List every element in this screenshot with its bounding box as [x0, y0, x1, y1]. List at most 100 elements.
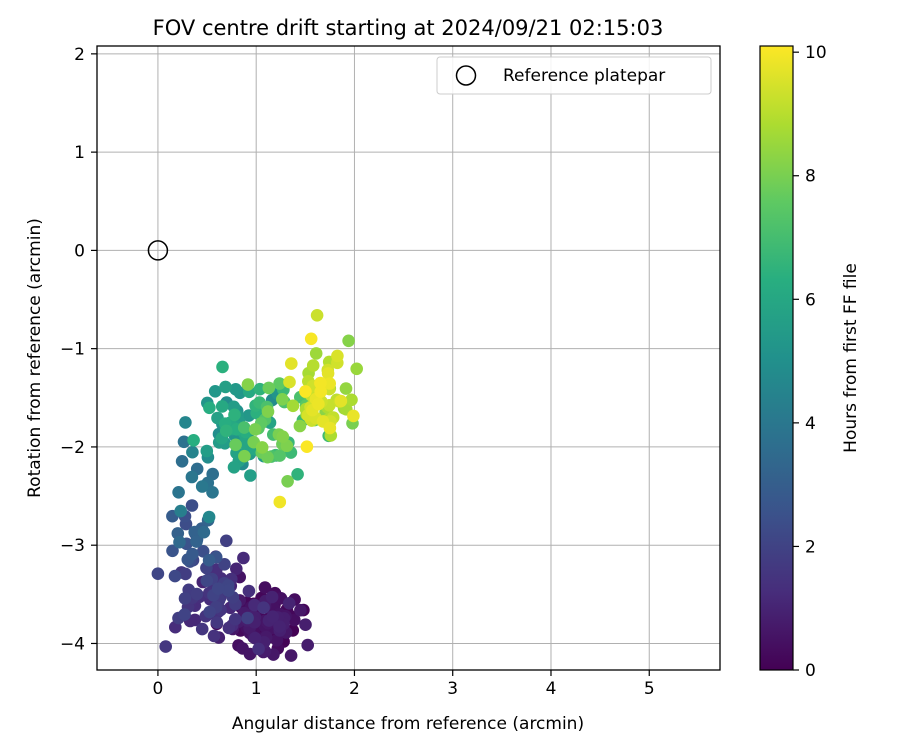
data-point: [270, 634, 284, 647]
x-axis-label: Angular distance from reference (arcmin): [232, 714, 584, 734]
data-point: [331, 349, 344, 363]
data-point: [276, 430, 290, 444]
data-point: [185, 499, 199, 512]
data-point: [301, 638, 315, 652]
data-point: [237, 551, 250, 565]
data-point: [228, 408, 241, 422]
data-point: [228, 613, 242, 626]
colorbar-label: Hours from first FF file: [841, 263, 861, 453]
data-point: [174, 504, 187, 518]
y-tick-label: −2: [60, 438, 85, 458]
data-point: [304, 332, 318, 346]
data-point: [203, 401, 216, 415]
data-point: [216, 360, 229, 374]
data-point: [306, 359, 320, 372]
data-point: [310, 309, 324, 322]
data-point: [323, 377, 337, 390]
data-point: [334, 394, 348, 408]
data-point: [230, 562, 243, 576]
data-point: [186, 445, 199, 459]
y-tick-label: 2: [74, 45, 85, 65]
data-point: [190, 587, 204, 601]
data-point: [187, 434, 200, 447]
data-point: [202, 510, 216, 524]
y-tick-label: −4: [60, 634, 85, 654]
data-point: [273, 377, 286, 390]
colorbar-tick-label: 2: [805, 537, 816, 557]
data-point: [185, 470, 199, 484]
data-point: [261, 450, 274, 464]
data-point: [299, 618, 312, 631]
legend-entry-reference-platepar: Reference platepar: [503, 66, 665, 86]
data-point: [211, 582, 225, 595]
data-point: [188, 525, 201, 539]
data-point: [197, 525, 211, 539]
data-point: [285, 357, 298, 370]
data-point: [283, 375, 296, 389]
data-point: [252, 642, 265, 656]
data-point: [262, 381, 276, 395]
data-point: [179, 567, 192, 581]
data-point: [237, 421, 251, 434]
data-point: [203, 605, 216, 619]
data-point: [219, 380, 232, 394]
data-point: [196, 545, 210, 558]
data-point: [220, 534, 233, 548]
data-point: [173, 535, 186, 549]
x-tick-label: 4: [546, 679, 557, 699]
data-point: [299, 385, 312, 398]
data-point: [339, 382, 353, 395]
data-point: [281, 475, 294, 488]
data-point: [241, 378, 255, 391]
data-point: [286, 399, 300, 413]
y-axis-ticks: 2 1 0 −1 −2 −3 −4: [60, 45, 97, 654]
x-tick-label: 3: [447, 679, 458, 699]
data-point: [342, 334, 355, 348]
y-tick-label: −3: [60, 536, 85, 556]
data-point: [347, 409, 360, 423]
x-gridlines: [157, 46, 650, 670]
data-point: [273, 620, 286, 633]
x-axis-ticks: 0 1 2 3 4 5: [153, 670, 655, 699]
data-point: [206, 486, 219, 499]
data-point: [255, 441, 269, 454]
data-point: [273, 495, 287, 509]
chart-title: FOV centre drift starting at 2024/09/21 …: [153, 16, 664, 40]
data-point: [293, 419, 307, 433]
x-tick-label: 0: [153, 679, 164, 699]
data-point: [195, 622, 209, 636]
data-point: [321, 367, 335, 380]
data-point: [159, 640, 172, 653]
legend-box: [436, 56, 712, 95]
x-tick-label: 1: [251, 679, 262, 699]
y-axis-label: Rotation from reference (arcmin): [25, 218, 45, 498]
data-point: [219, 424, 233, 438]
data-point: [177, 435, 191, 449]
data-point: [284, 649, 298, 662]
data-point: [323, 421, 337, 435]
data-point: [168, 569, 182, 583]
data-point: [258, 581, 272, 594]
data-point: [215, 400, 229, 413]
data-point: [282, 597, 296, 610]
data-point: [345, 393, 358, 407]
data-point: [266, 610, 280, 623]
data-point: [261, 405, 275, 418]
colorbar-ticks: 0 2 4 6 8 10: [793, 43, 827, 681]
data-point: [175, 455, 189, 468]
data-point: [166, 544, 179, 558]
y-tick-label: 0: [74, 241, 85, 261]
data-point: [273, 449, 287, 462]
legend-marker-icon: [455, 65, 477, 86]
data-point: [294, 603, 307, 617]
data-point: [244, 469, 257, 482]
data-point: [200, 444, 214, 458]
reference-platepar-marker: [147, 240, 169, 261]
data-point: [257, 601, 270, 614]
data-point: [300, 440, 314, 454]
plot-frame: [96, 45, 721, 671]
colorbar-tick-label: 0: [805, 661, 816, 681]
data-point: [291, 468, 304, 481]
legend: Reference platepar: [436, 56, 712, 95]
